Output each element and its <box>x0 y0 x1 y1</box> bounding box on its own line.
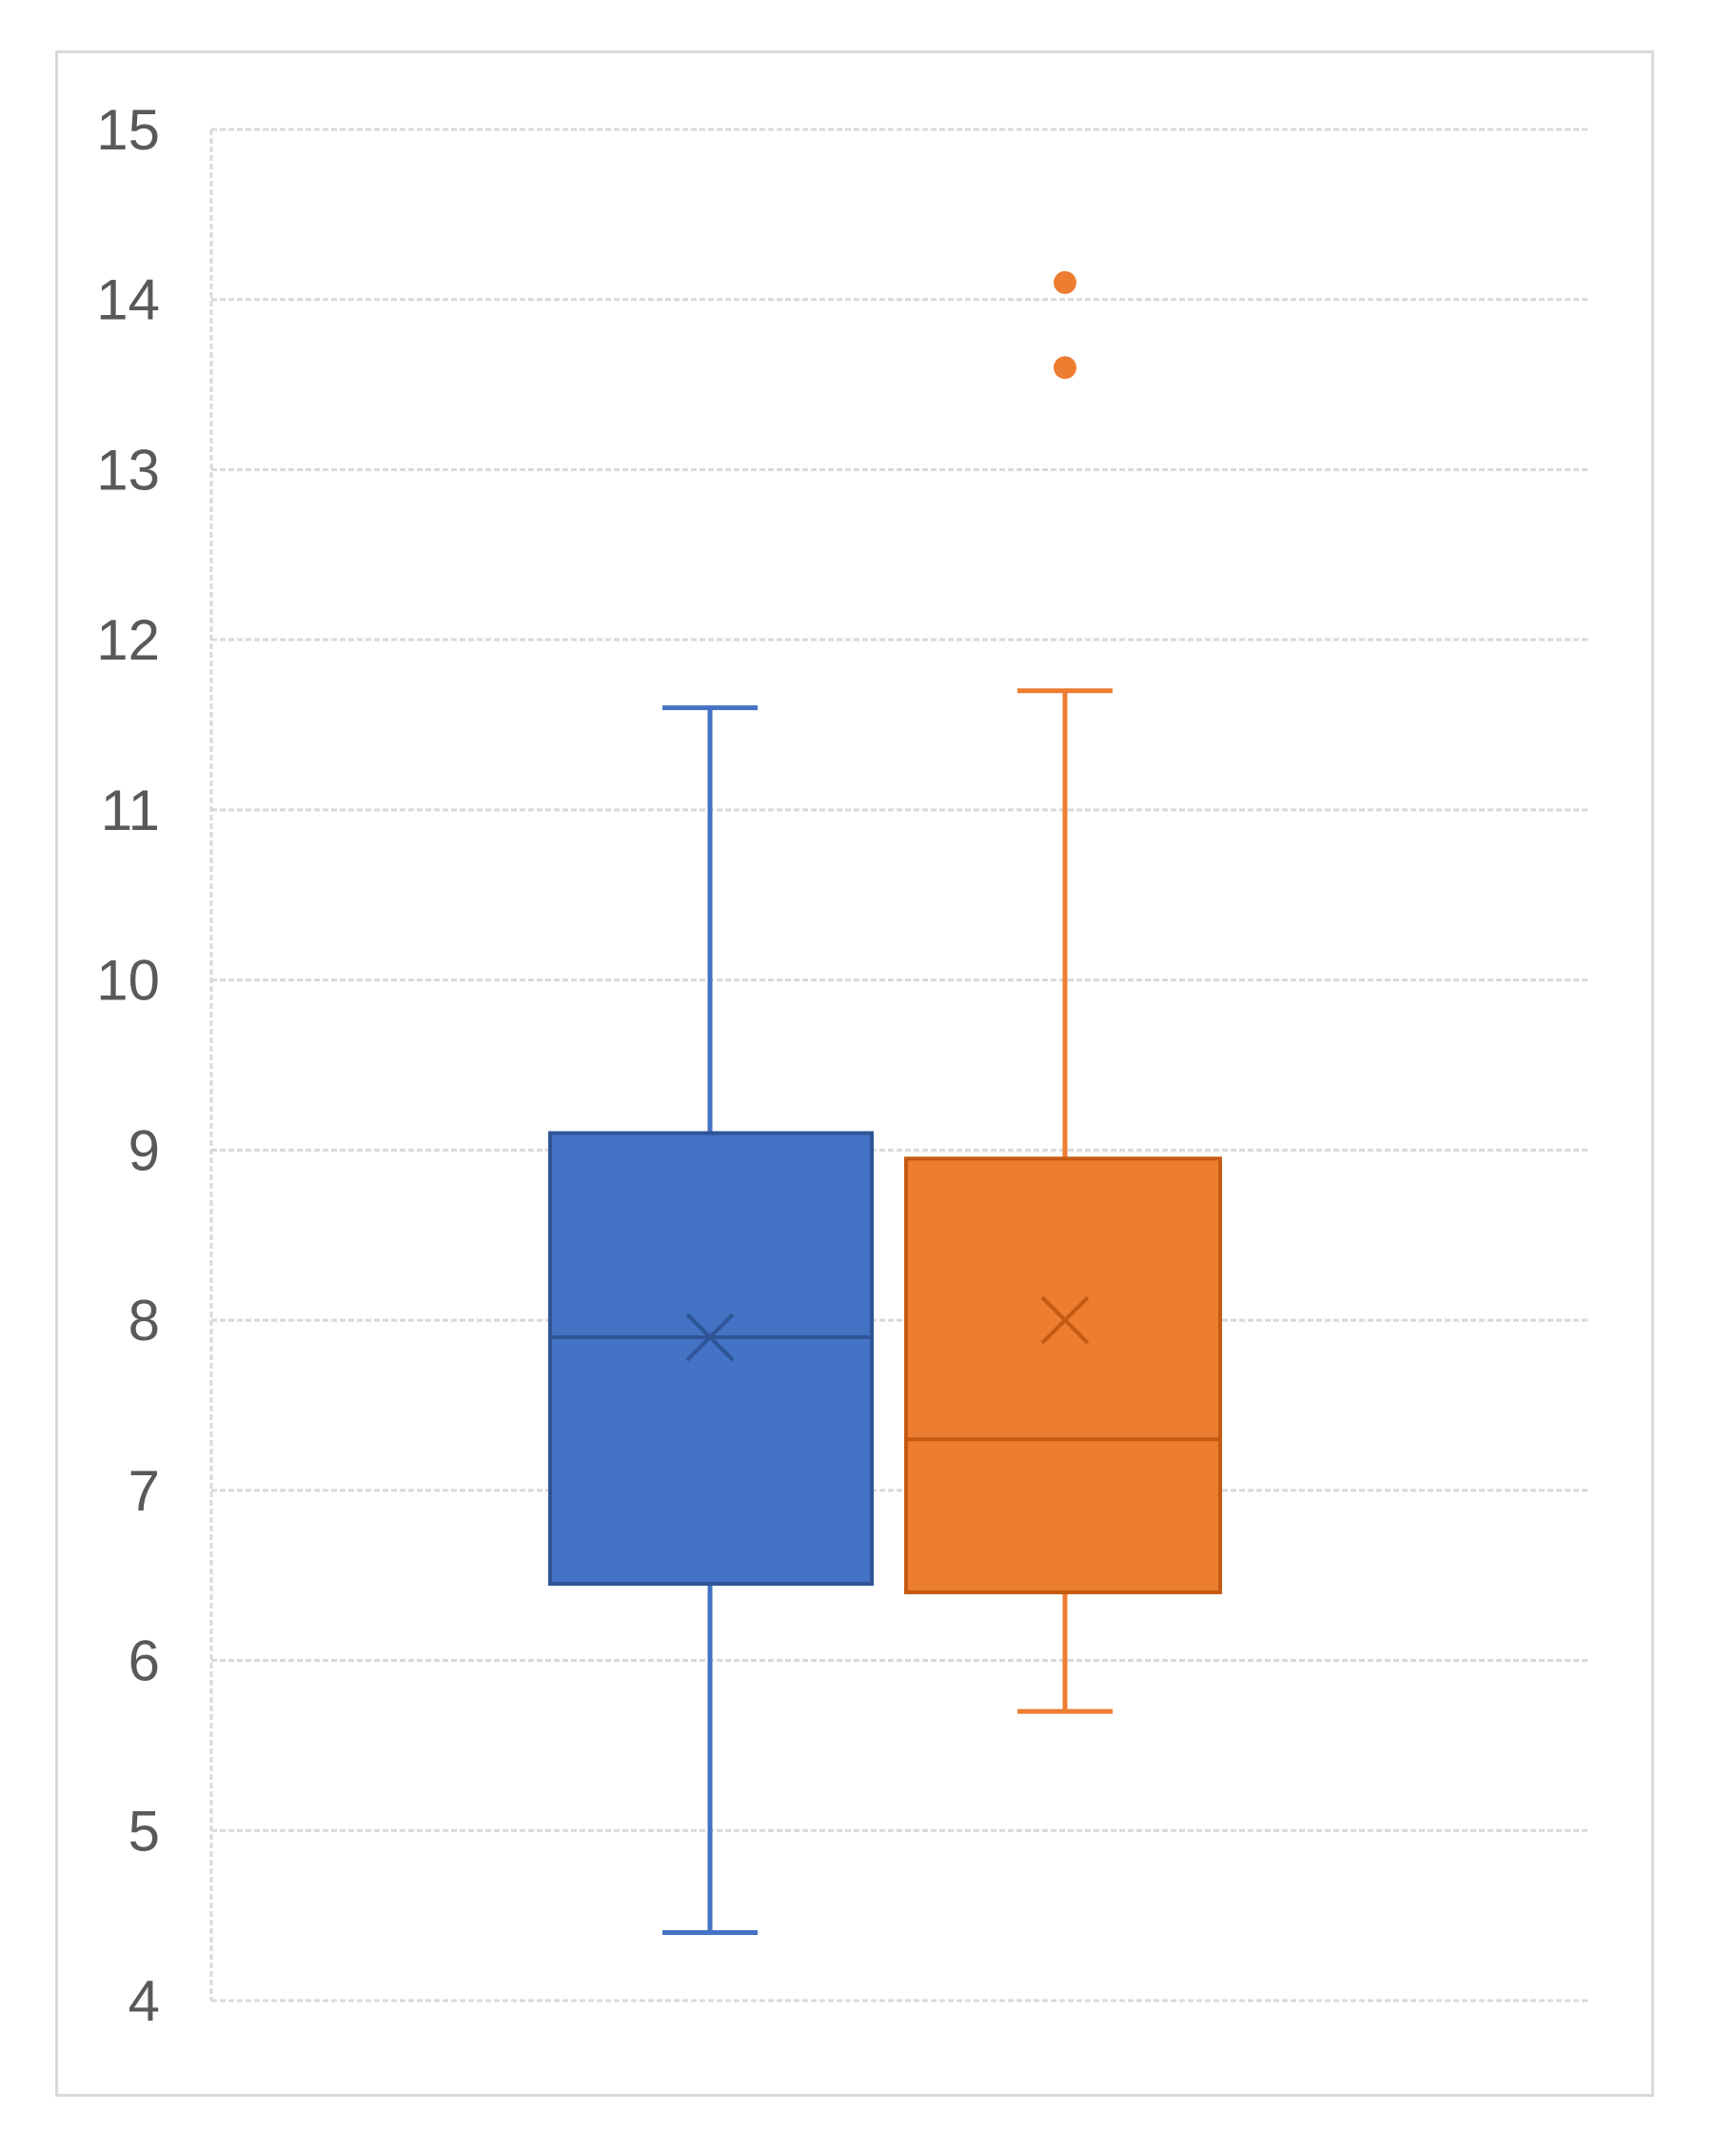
y-tick-label: 11 <box>101 779 160 842</box>
y-tick-label: 7 <box>128 1459 160 1523</box>
y-tick-label: 4 <box>128 1969 160 2033</box>
box-series-2 <box>904 270 1222 1714</box>
box-series-1 <box>548 705 874 1936</box>
y-tick-label: 14 <box>96 268 160 332</box>
y-tick-label: 12 <box>96 608 160 672</box>
iqr-box <box>548 1131 874 1587</box>
y-tick-label: 8 <box>128 1289 160 1352</box>
gridlines <box>211 128 1588 2003</box>
y-tick-label: 5 <box>128 1799 160 1863</box>
mean-marker <box>685 1312 735 1362</box>
y-tick-label: 10 <box>96 949 160 1013</box>
y-tick-label: 15 <box>96 98 160 162</box>
y-tick-label: 9 <box>128 1118 160 1182</box>
outlier-point <box>1054 356 1076 380</box>
y-axis: 4 5 6 7 8 9 10 11 12 13 14 15 <box>96 98 213 2033</box>
chart-area <box>55 50 1654 2097</box>
y-tick-label: 13 <box>96 438 160 502</box>
mean-marker <box>1040 1295 1090 1345</box>
iqr-box <box>904 1156 1222 1595</box>
y-tick-label: 6 <box>128 1629 160 1693</box>
box-series <box>548 270 1222 1936</box>
outlier-point <box>1054 270 1076 294</box>
